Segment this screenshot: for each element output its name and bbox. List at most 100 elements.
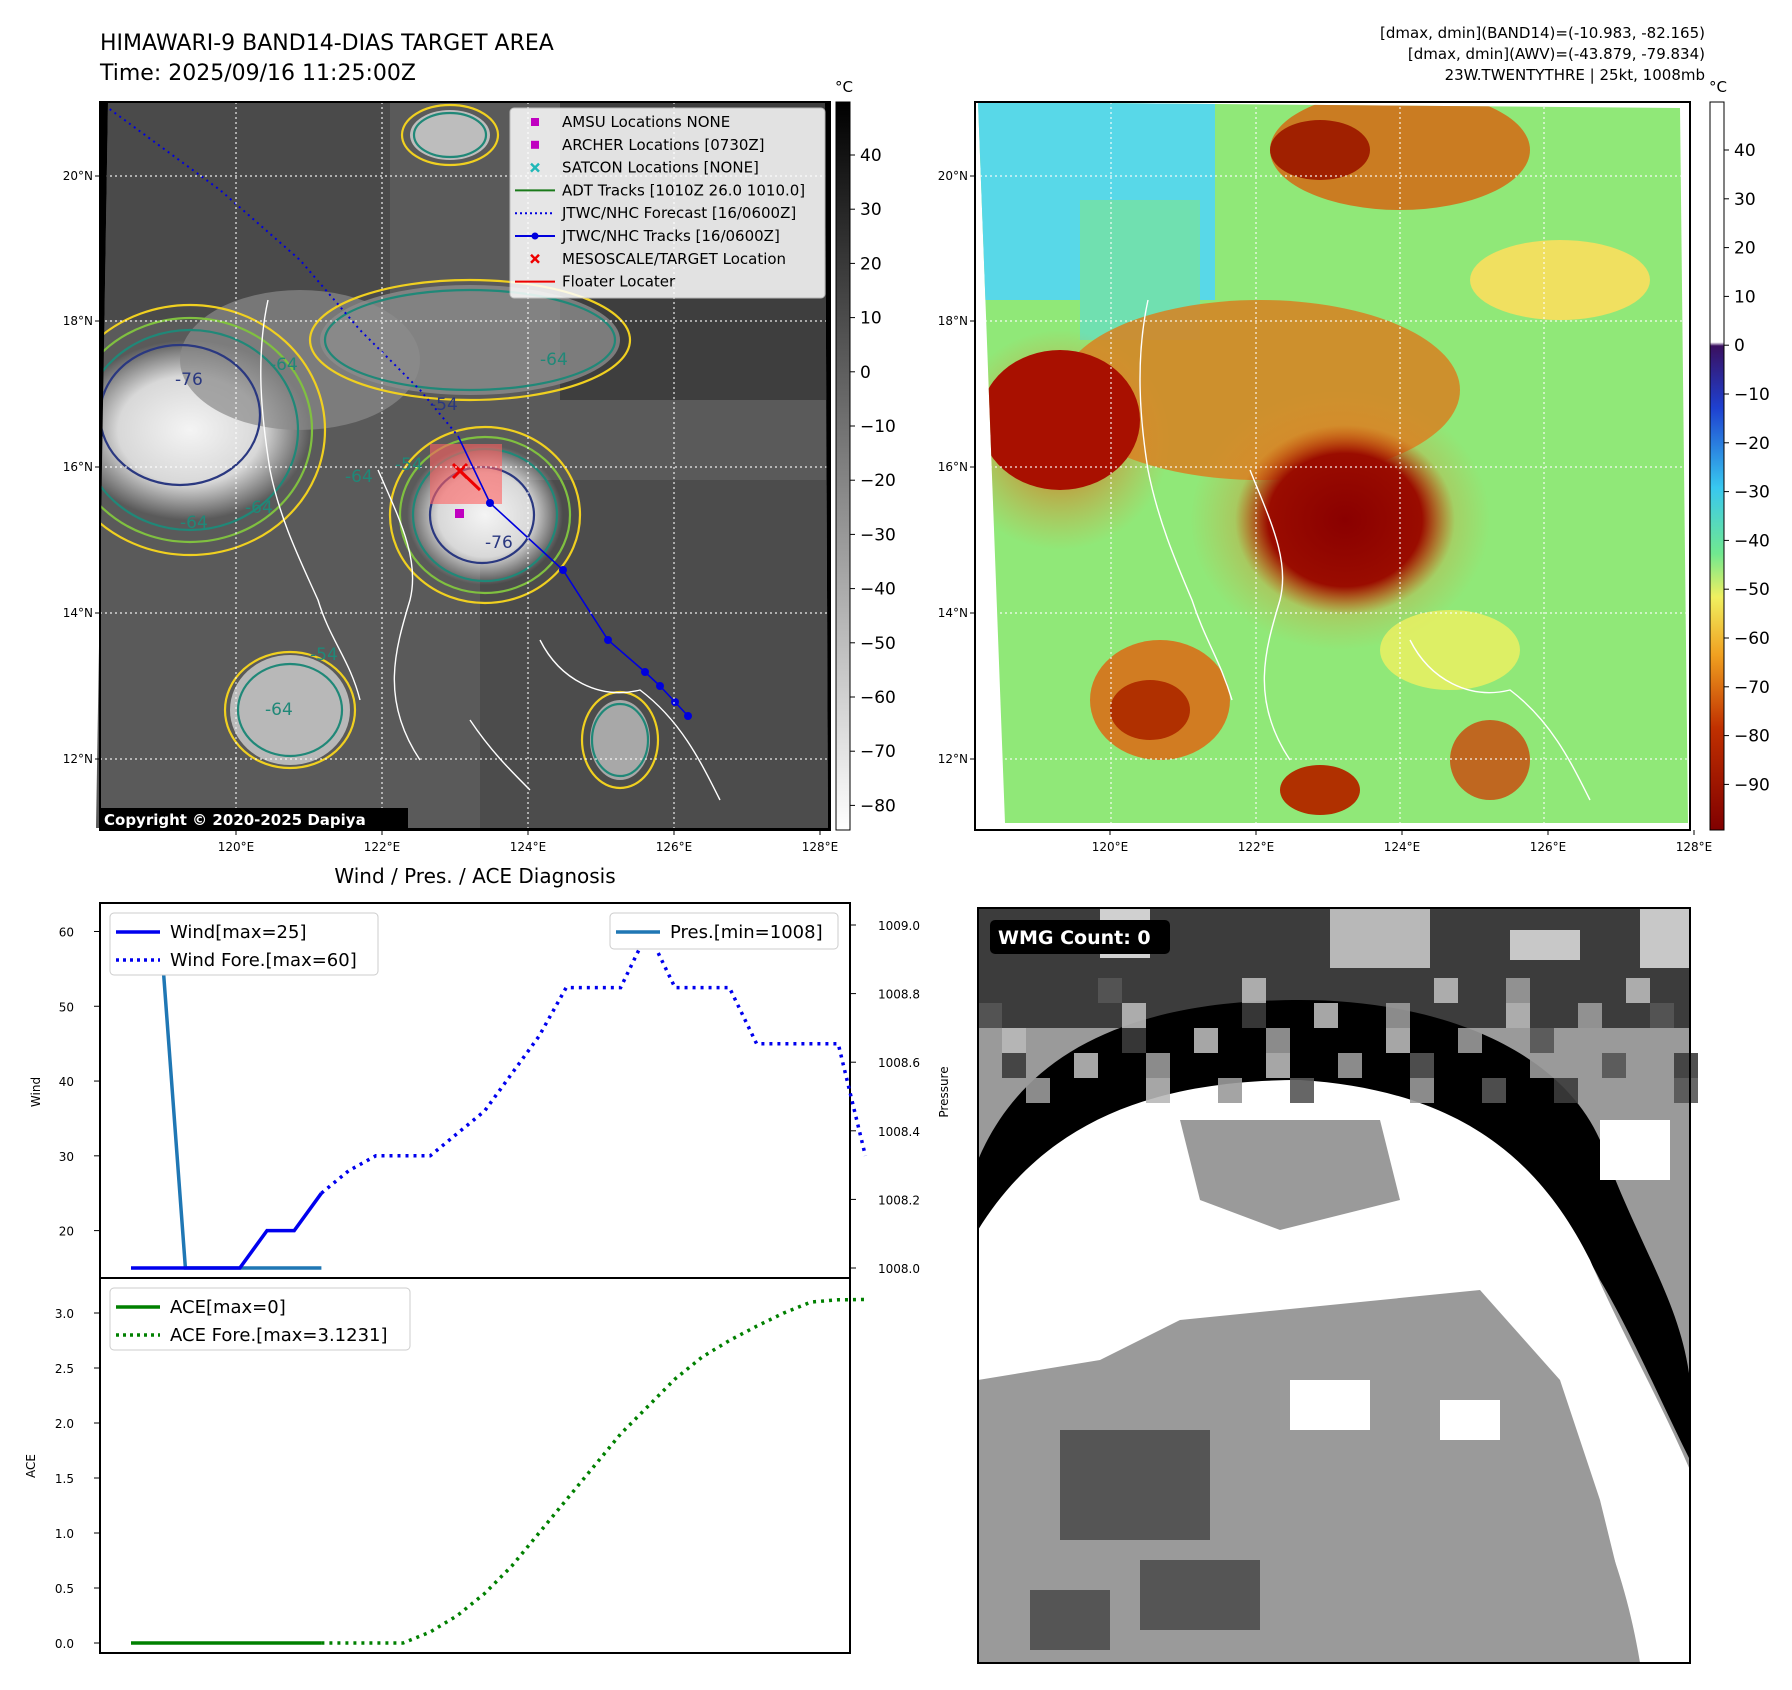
lon-tick-label: 126°E bbox=[1530, 840, 1567, 854]
legend-label: ADT Tracks [1010Z 26.0 1010.0] bbox=[562, 181, 805, 199]
colorbar-tick-label: −30 bbox=[1734, 483, 1770, 503]
colorbar-tick-label: −40 bbox=[860, 580, 896, 600]
lon-tick-label: 122°E bbox=[364, 840, 401, 854]
pres-tick-label: 1008.8 bbox=[878, 988, 920, 1002]
awv-colorbar bbox=[1709, 101, 1725, 831]
wind-tick-label: 30 bbox=[59, 1150, 74, 1164]
wind-legend-actual: Wind[max=25] bbox=[170, 922, 307, 943]
awv-imagery bbox=[978, 102, 1688, 823]
contour-label: -64 bbox=[245, 498, 273, 518]
wind-legend-forecast: Wind Fore.[max=60] bbox=[170, 950, 357, 971]
colorbar-tick-label: −60 bbox=[1734, 629, 1770, 649]
ir-colorbar bbox=[835, 101, 851, 831]
wmg-panel: WMG Count: 0 bbox=[977, 907, 1698, 1664]
lon-tick-label: 120°E bbox=[218, 840, 255, 854]
lat-tick-label: 20°N bbox=[938, 169, 968, 183]
lon-tick-label: 128°E bbox=[1676, 840, 1713, 854]
ace-tick-label: 2.0 bbox=[55, 1417, 74, 1431]
contour-label: -64 bbox=[270, 355, 298, 375]
colorbar-tick-label: −30 bbox=[860, 525, 896, 545]
awv-frame bbox=[974, 101, 1691, 831]
contour-label: -64 bbox=[540, 350, 568, 370]
wmg-count-box bbox=[990, 920, 1170, 954]
ace-tick-label: 2.5 bbox=[55, 1362, 74, 1376]
figure-title: HIMAWARI-9 BAND14-DIAS TARGET AREA bbox=[100, 31, 554, 56]
diagnosis-panel: Wind / Pres. / ACE Diagnosis 60 50 40 30 20 1… bbox=[24, 864, 951, 1654]
colorbar-tick-label: −20 bbox=[860, 471, 896, 491]
legend-marker bbox=[531, 232, 539, 240]
legend-label: JTWC/NHC Forecast [16/0600Z] bbox=[561, 204, 796, 222]
wind-tick-label: 50 bbox=[59, 1000, 74, 1014]
lat-tick-label: 18°N bbox=[938, 314, 968, 328]
copyright-box bbox=[100, 808, 408, 830]
ir-frame bbox=[99, 101, 831, 831]
legend-label: Floater Locater bbox=[562, 273, 676, 291]
ace-tick-label: 0.5 bbox=[55, 1582, 74, 1596]
forecast-track-line bbox=[99, 102, 459, 437]
contour-label: -54 bbox=[430, 395, 458, 415]
colorbar-tick-label: 30 bbox=[860, 200, 882, 220]
colorbar-tick-label: −80 bbox=[860, 796, 896, 816]
colorbar-tick-label: 10 bbox=[1734, 287, 1756, 307]
archer-marker bbox=[455, 509, 464, 518]
colorbar-tick-label: 10 bbox=[860, 309, 882, 329]
floater-locater-line bbox=[453, 464, 482, 492]
colorbar-tick-label: 30 bbox=[1734, 190, 1756, 210]
colorbar-tick-label: 20 bbox=[860, 254, 882, 274]
lat-tick-label: 14°N bbox=[63, 606, 93, 620]
colorbar-tick-label: 0 bbox=[860, 363, 871, 383]
wind-ylabel: Wind bbox=[29, 1077, 43, 1107]
colorbar-tick-label: −40 bbox=[1734, 531, 1770, 551]
contour-label: -64 bbox=[265, 700, 293, 720]
info-awv: [dmax, dmin](AWV)=(-43.879, -79.834) bbox=[1408, 45, 1705, 63]
pres-tick-label: 1009.0 bbox=[878, 919, 920, 933]
awv-panel: °C 403020100−10−20−30−40−50−60−70−80−90 … bbox=[938, 78, 1770, 854]
contour-label: -76 bbox=[485, 533, 513, 553]
wind-tick-label: 20 bbox=[59, 1225, 74, 1239]
awv-lon-ticks: 120°E 122°E 124°E 126°E 128°E bbox=[1092, 830, 1713, 854]
legend-marker bbox=[531, 118, 539, 126]
wmg-imagery bbox=[978, 908, 1698, 1663]
colorbar-tick-label: 40 bbox=[1734, 141, 1756, 161]
contour-label: -64 bbox=[345, 467, 373, 487]
lat-tick-label: 20°N bbox=[63, 169, 93, 183]
ace-ylabel: ACE bbox=[24, 1454, 38, 1478]
legend-label: ARCHER Locations [0730Z] bbox=[562, 136, 765, 154]
wind-legend: Wind[max=25] Wind Fore.[max=60] bbox=[109, 912, 379, 976]
lat-tick-label: 12°N bbox=[938, 752, 968, 766]
ace-tick-label: 3.0 bbox=[55, 1307, 74, 1321]
colorbar-tick-label: −50 bbox=[1734, 580, 1770, 600]
colorbar-tick-label: −80 bbox=[1734, 727, 1770, 747]
ace-legend-actual: ACE[max=0] bbox=[170, 1297, 286, 1318]
legend-label: AMSU Locations NONE bbox=[562, 113, 730, 131]
pres-legend-actual: Pres.[min=1008] bbox=[670, 922, 823, 943]
ace-tick-label: 1.0 bbox=[55, 1527, 74, 1541]
legend-label: JTWC/NHC Tracks [16/0600Z] bbox=[561, 227, 780, 245]
wind-tick-label: 60 bbox=[59, 925, 74, 939]
wind-series-line bbox=[131, 1192, 323, 1270]
lon-tick-label: 120°E bbox=[1092, 840, 1129, 854]
legend-marker bbox=[531, 140, 539, 149]
pres-tick-label: 1008.6 bbox=[878, 1056, 920, 1070]
lat-tick-label: 18°N bbox=[63, 314, 93, 328]
colorbar-tick-label: −10 bbox=[860, 417, 896, 437]
colorbar-tick-label: −70 bbox=[860, 742, 896, 762]
ir-contour-labels: -76 -64 -64 -54 -64 -64 -76 -64 -54 -54 -64 bbox=[175, 350, 568, 720]
pres-tick-label: 1008.4 bbox=[878, 1125, 920, 1139]
lon-tick-label: 122°E bbox=[1238, 840, 1275, 854]
colorbar-tick-label: 40 bbox=[860, 146, 882, 166]
colorbar-tick-label: −10 bbox=[1734, 385, 1770, 405]
wind-tick-label: 40 bbox=[59, 1075, 74, 1089]
pres-tick-label: 1008.2 bbox=[878, 1193, 920, 1207]
pres-ylabel: Pressure bbox=[937, 1066, 951, 1117]
ace-legend: ACE[max=0] ACE Fore.[max=3.1231] bbox=[109, 1287, 411, 1351]
lat-tick-label: 12°N bbox=[63, 752, 93, 766]
lon-tick-label: 126°E bbox=[656, 840, 693, 854]
awv-lat-ticks: 20°N 18°N 16°N 14°N 12°N bbox=[938, 169, 975, 766]
wmg-frame bbox=[977, 907, 1691, 1664]
contour-label: -54 bbox=[395, 455, 423, 475]
lon-tick-label: 124°E bbox=[1384, 840, 1421, 854]
awv-colorbar-unit: °C bbox=[1709, 78, 1727, 96]
info-storm: 23W.TWENTYTHRE | 25kt, 1008mb bbox=[1445, 66, 1705, 84]
